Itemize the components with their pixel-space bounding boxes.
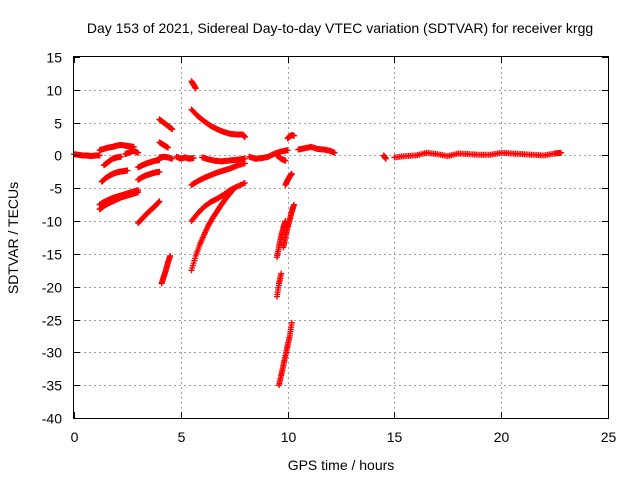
data-point xyxy=(382,155,389,162)
x-tick-label: 15 xyxy=(387,429,403,445)
data-point xyxy=(156,198,163,205)
data-series-24 xyxy=(273,270,285,300)
data-point xyxy=(558,149,565,156)
data-point xyxy=(164,144,171,151)
chart-title: Day 153 of 2021, Sidereal Day-to-day VTE… xyxy=(87,20,593,36)
y-tick-label: -35 xyxy=(42,378,62,394)
data-point xyxy=(167,252,174,259)
y-tick-label: -10 xyxy=(42,214,62,230)
data-point xyxy=(156,168,163,175)
x-tick-labels: 0 5 10 15 20 25 xyxy=(71,429,617,445)
data-points xyxy=(71,78,565,389)
y-tick-labels: 15 10 5 0 -5 -10 -15 -20 -25 -30 -35 -40 xyxy=(42,50,62,427)
y-tick-label: -30 xyxy=(42,345,62,361)
x-tick-label: 0 xyxy=(71,429,79,445)
y-tick-label: -20 xyxy=(42,280,62,296)
x-tick-label: 5 xyxy=(178,429,186,445)
data-point xyxy=(96,152,103,159)
data-series-1 xyxy=(96,141,137,154)
data-point xyxy=(231,185,238,192)
data-series-4 xyxy=(98,167,131,185)
data-point xyxy=(284,147,291,154)
x-tick-label: 25 xyxy=(601,429,617,445)
data-series-29 xyxy=(295,143,338,156)
data-point xyxy=(241,180,248,187)
data-series-6 xyxy=(96,187,142,208)
data-series-26 xyxy=(280,201,298,251)
data-series-9 xyxy=(135,198,163,227)
data-series-31 xyxy=(391,149,565,161)
data-series-16 xyxy=(188,106,248,141)
data-series-20 xyxy=(188,185,238,274)
x-tick-label: 20 xyxy=(494,429,510,445)
data-series-15 xyxy=(188,78,199,92)
data-point xyxy=(291,132,298,139)
data-point xyxy=(282,157,289,164)
data-point xyxy=(288,319,295,326)
data-point xyxy=(190,155,197,162)
data-point xyxy=(241,160,248,167)
y-tick-label: 10 xyxy=(46,83,62,99)
data-series-17 xyxy=(199,154,248,165)
y-tick-label: -25 xyxy=(42,313,62,329)
data-point xyxy=(241,134,248,141)
y-tick-label: -40 xyxy=(42,411,62,427)
axis-ticks xyxy=(74,57,609,419)
y-tick-label: 15 xyxy=(46,50,62,66)
data-point xyxy=(169,155,176,162)
data-series-23 xyxy=(273,218,289,261)
data-point xyxy=(230,186,237,193)
data-series-2 xyxy=(100,153,124,169)
data-series-12 xyxy=(156,153,176,162)
data-series-18 xyxy=(188,160,248,188)
data-series-14 xyxy=(173,153,197,162)
grid xyxy=(74,57,608,418)
data-series-30 xyxy=(380,152,389,162)
data-point xyxy=(192,85,199,92)
y-tick-label: 5 xyxy=(54,116,62,132)
x-axis-label: GPS time / hours xyxy=(288,457,395,473)
data-point xyxy=(135,187,142,194)
data-series-13 xyxy=(158,252,174,287)
data-point xyxy=(278,270,285,277)
data-series-8 xyxy=(135,168,163,183)
data-series-7 xyxy=(135,157,163,171)
y-tick-label: -15 xyxy=(42,247,62,263)
data-point xyxy=(124,167,131,174)
data-point xyxy=(331,149,338,156)
x-tick-label: 10 xyxy=(281,429,297,445)
data-point xyxy=(155,199,162,206)
data-series-28 xyxy=(284,132,298,142)
data-series-19 xyxy=(188,180,248,225)
data-series-11 xyxy=(156,139,171,151)
data-point xyxy=(117,153,124,160)
data-series-3 xyxy=(122,147,142,158)
data-series-27 xyxy=(282,170,295,188)
y-axis-label: SDTVAR / TECUs xyxy=(5,182,21,294)
data-series-22 xyxy=(273,152,289,164)
data-point xyxy=(291,201,298,208)
data-series-25 xyxy=(276,319,295,389)
y-tick-label: -5 xyxy=(50,181,63,197)
y-tick-label: 0 xyxy=(54,148,62,164)
data-series-10 xyxy=(156,116,176,133)
data-point xyxy=(135,149,142,156)
plot-frame xyxy=(73,56,609,419)
data-point xyxy=(288,170,295,177)
data-point xyxy=(169,126,176,133)
